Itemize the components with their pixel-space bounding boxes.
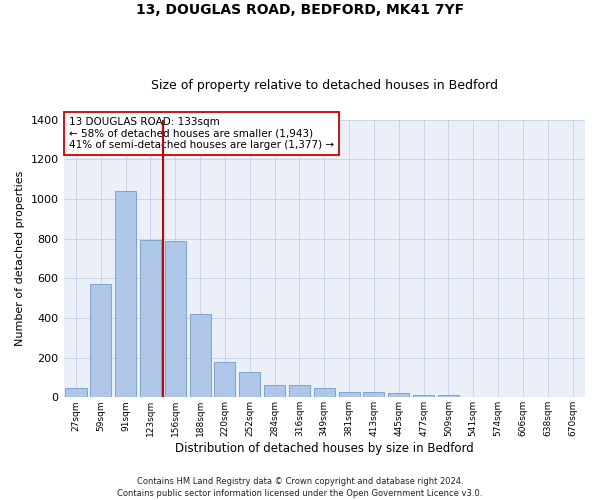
Text: Contains HM Land Registry data © Crown copyright and database right 2024.
Contai: Contains HM Land Registry data © Crown c… <box>118 476 482 498</box>
Title: Size of property relative to detached houses in Bedford: Size of property relative to detached ho… <box>151 79 498 92</box>
Bar <box>115 191 136 398</box>
X-axis label: Distribution of detached houses by size in Bedford: Distribution of detached houses by size … <box>175 442 473 455</box>
Bar <box>65 388 86 398</box>
Bar <box>314 388 335 398</box>
Bar <box>338 392 359 398</box>
Bar <box>289 386 310 398</box>
Bar <box>364 392 385 398</box>
Bar <box>190 314 211 398</box>
Bar <box>388 394 409 398</box>
Bar <box>214 362 235 398</box>
Bar <box>90 284 112 398</box>
Bar <box>239 372 260 398</box>
Bar <box>438 395 459 398</box>
Text: 13 DOUGLAS ROAD: 133sqm
← 58% of detached houses are smaller (1,943)
41% of semi: 13 DOUGLAS ROAD: 133sqm ← 58% of detache… <box>69 117 334 150</box>
Bar <box>413 395 434 398</box>
Bar <box>264 386 285 398</box>
Text: 13, DOUGLAS ROAD, BEDFORD, MK41 7YF: 13, DOUGLAS ROAD, BEDFORD, MK41 7YF <box>136 2 464 16</box>
Bar <box>165 240 186 398</box>
Y-axis label: Number of detached properties: Number of detached properties <box>15 170 25 346</box>
Bar <box>140 240 161 398</box>
